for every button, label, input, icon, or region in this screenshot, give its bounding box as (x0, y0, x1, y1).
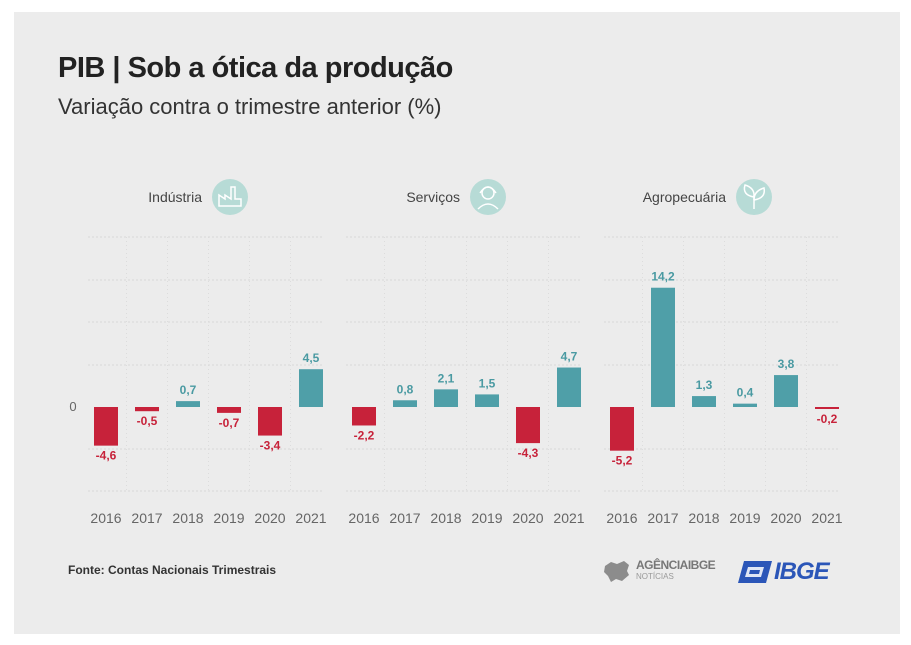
x-tick-label: 2021 (811, 510, 842, 526)
x-tick-label: 2019 (471, 510, 502, 526)
data-label: -0,7 (219, 416, 240, 430)
bar (557, 367, 581, 407)
agencia-logo-line2: NOTÍCIAS (636, 572, 674, 581)
agencia-ibge-logo: AGÊNCIAIBGE NOTÍCIAS (602, 558, 716, 584)
factory-icon-circle (212, 179, 248, 215)
ibge-logo-word: IBGE (774, 558, 830, 585)
x-tick-label: 2019 (729, 510, 760, 526)
bar (393, 400, 417, 407)
data-label: 0,7 (180, 383, 197, 397)
data-label: -0,2 (817, 412, 838, 426)
panel-title: Agropecuária (643, 189, 726, 205)
agencia-logo-line1: AGÊNCIAIBGE (636, 558, 716, 572)
panel-title: Indústria (148, 189, 202, 205)
source-note: Fonte: Contas Nacionais Trimestrais (68, 563, 277, 577)
data-label: 0,4 (737, 386, 754, 400)
person-body (477, 203, 499, 210)
x-tick-label: 2016 (90, 510, 121, 526)
bar (258, 407, 282, 436)
bar (774, 375, 798, 407)
data-label: 4,7 (561, 350, 578, 364)
x-tick-label: 2017 (389, 510, 420, 526)
x-tick-label: 2017 (131, 510, 162, 526)
x-tick-label: 2018 (430, 510, 461, 526)
panel-title: Serviços (406, 189, 460, 205)
plant-icon (736, 179, 772, 215)
bar (651, 287, 675, 407)
data-label: 3,8 (778, 357, 795, 371)
headset-person-icon (470, 179, 506, 215)
x-tick-label: 2018 (172, 510, 203, 526)
data-label: -3,4 (260, 439, 281, 453)
bar (299, 369, 323, 407)
data-label: -5,2 (612, 454, 633, 468)
headset-band (479, 186, 497, 194)
bar (815, 407, 839, 409)
data-label: -4,3 (518, 446, 539, 460)
factory-icon (212, 179, 248, 215)
bar (610, 407, 634, 451)
bar (94, 407, 118, 446)
plant-leaf-right (753, 187, 766, 201)
bar (352, 407, 376, 426)
data-label: 4,5 (303, 351, 320, 365)
agencia-map-icon (604, 561, 629, 582)
bar (475, 394, 499, 407)
x-tick-label: 2021 (553, 510, 584, 526)
ibge-logo: IBGE (738, 558, 830, 585)
bar (733, 403, 757, 407)
data-label: 1,5 (479, 376, 496, 390)
data-label: -0,5 (137, 414, 158, 428)
x-tick-label: 2019 (213, 510, 244, 526)
data-label: -2,2 (354, 428, 375, 442)
x-tick-label: 2016 (348, 510, 379, 526)
chart-card (14, 12, 900, 634)
bar (217, 407, 241, 413)
chart-title: PIB | Sob a ótica da produção (58, 52, 453, 84)
bar (176, 401, 200, 407)
bar (135, 407, 159, 412)
x-tick-label: 2021 (295, 510, 326, 526)
x-tick-label: 2017 (647, 510, 678, 526)
x-tick-label: 2018 (688, 510, 719, 526)
data-label: 2,1 (438, 371, 455, 385)
x-tick-label: 2020 (512, 510, 543, 526)
data-label: 1,3 (696, 378, 713, 392)
x-tick-label: 2020 (254, 510, 285, 526)
data-label: -4,6 (96, 449, 117, 463)
plant-leaf-left (743, 184, 755, 198)
factory-shape (218, 186, 242, 207)
x-tick-label: 2020 (770, 510, 801, 526)
bar (434, 389, 458, 407)
ibge-flag-icon (738, 561, 772, 583)
bar (516, 407, 540, 444)
data-label: 0,8 (397, 382, 414, 396)
chart-subtitle: Variação contra o trimestre anterior (%) (58, 94, 442, 119)
headset-person-icon-circle (470, 179, 506, 215)
bar (692, 396, 716, 407)
y-zero-label: 0 (69, 399, 76, 414)
x-tick-label: 2016 (606, 510, 637, 526)
data-label: 14,2 (651, 270, 675, 284)
